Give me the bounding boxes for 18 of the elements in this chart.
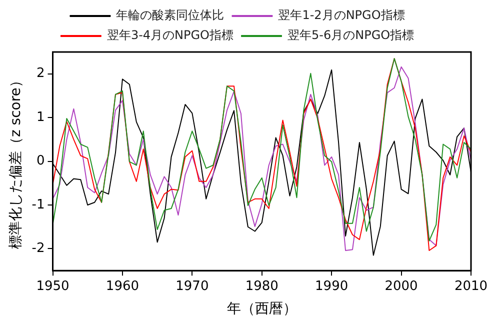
x-tick-label: 2010 — [454, 278, 488, 294]
x-tick-label: 2000 — [384, 278, 418, 294]
y-tick-label: -2 — [32, 241, 45, 256]
legend-label: 翌年5-6月のNPGO指標 — [288, 28, 414, 42]
y-tick-label: -1 — [32, 197, 45, 212]
x-tick-label: 1960 — [106, 278, 140, 294]
legend-label: 年輪の酸素同位体比 — [116, 8, 224, 22]
x-tick-label: 1980 — [245, 278, 278, 294]
y-tick-label: 0 — [36, 154, 45, 169]
x-tick-label: 1970 — [176, 278, 209, 294]
y-axis-title: 標準化した偏差（z score） — [8, 74, 24, 250]
legend-label: 翌年3-4月のNPGO指標 — [106, 28, 234, 42]
y-tick-label: 1 — [36, 110, 45, 125]
x-tick-label: 1950 — [36, 278, 70, 294]
x-tick-label: 1990 — [315, 278, 348, 294]
y-tick-label: 2 — [36, 66, 45, 82]
legend-label: 翌年1-2月のNPGO指標 — [278, 8, 405, 22]
x-axis-title: 年（西暦） — [226, 301, 297, 318]
